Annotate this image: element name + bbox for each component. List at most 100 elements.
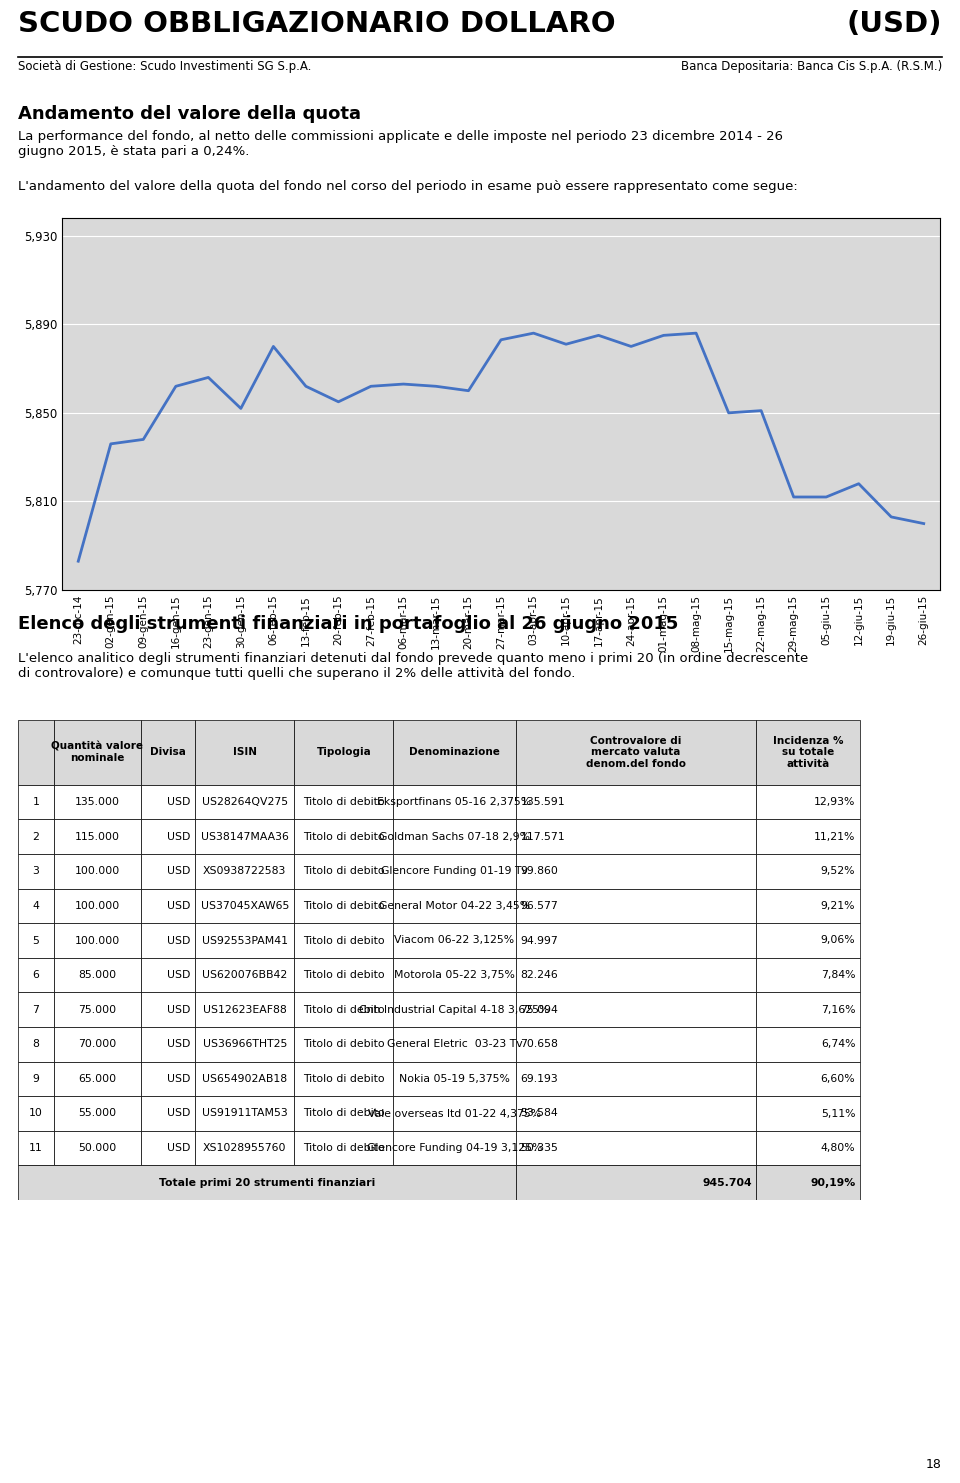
Text: USD: USD	[167, 832, 191, 842]
Bar	[295, 958, 394, 992]
Bar	[195, 1062, 295, 1096]
Text: 69.193: 69.193	[520, 1074, 558, 1084]
Bar	[195, 721, 295, 785]
Bar	[394, 1096, 516, 1132]
Text: 4: 4	[33, 900, 39, 911]
Text: USD: USD	[167, 1040, 191, 1050]
Text: 5,11%: 5,11%	[821, 1108, 855, 1118]
Bar	[295, 820, 394, 854]
Bar	[195, 958, 295, 992]
Bar	[18, 854, 54, 888]
Text: 12,93%: 12,93%	[814, 796, 855, 807]
Bar	[54, 1028, 140, 1062]
Bar	[140, 958, 195, 992]
Text: 6,60%: 6,60%	[821, 1074, 855, 1084]
Text: USD: USD	[167, 970, 191, 980]
Bar	[516, 820, 756, 854]
Bar	[140, 1062, 195, 1096]
Bar	[18, 1028, 54, 1062]
Text: US28264QV275: US28264QV275	[202, 796, 288, 807]
Text: 4,80%: 4,80%	[821, 1143, 855, 1154]
Text: 3: 3	[33, 866, 39, 876]
Text: Titolo di debito: Titolo di debito	[303, 1040, 385, 1050]
Text: 70.000: 70.000	[78, 1040, 116, 1050]
Text: General Motor 04-22 3,45%: General Motor 04-22 3,45%	[379, 900, 530, 911]
Bar	[18, 924, 54, 958]
Bar	[140, 785, 195, 820]
Bar	[140, 992, 195, 1028]
Bar	[140, 854, 195, 888]
Text: 9,52%: 9,52%	[821, 866, 855, 876]
Bar	[54, 888, 140, 924]
Bar	[756, 1166, 860, 1200]
Bar	[295, 785, 394, 820]
Text: XS1028955760: XS1028955760	[203, 1143, 286, 1154]
Text: Quantità valore
nominale: Quantità valore nominale	[51, 742, 143, 764]
Text: 117.571: 117.571	[520, 832, 565, 842]
Bar	[756, 888, 860, 924]
Bar	[516, 1166, 756, 1200]
Text: 6,74%: 6,74%	[821, 1040, 855, 1050]
Bar	[140, 820, 195, 854]
Text: US654902AB18: US654902AB18	[203, 1074, 287, 1084]
Text: Totale primi 20 strumenti finanziari: Totale primi 20 strumenti finanziari	[158, 1178, 375, 1188]
Text: 9,06%: 9,06%	[821, 936, 855, 946]
Text: USD: USD	[167, 936, 191, 946]
Text: 99.860: 99.860	[520, 866, 559, 876]
Text: 7: 7	[33, 1004, 39, 1014]
Bar	[394, 785, 516, 820]
Bar	[295, 924, 394, 958]
Bar	[18, 721, 54, 785]
Bar	[394, 924, 516, 958]
Bar	[295, 854, 394, 888]
Text: Motorola 05-22 3,75%: Motorola 05-22 3,75%	[395, 970, 515, 980]
Bar	[18, 888, 54, 924]
Bar	[18, 1132, 54, 1166]
Text: Titolo di debito: Titolo di debito	[303, 1074, 385, 1084]
Text: General Eletric  03-23 Tv: General Eletric 03-23 Tv	[387, 1040, 522, 1050]
Bar	[516, 785, 756, 820]
Bar	[295, 1096, 394, 1132]
Text: Elenco degli strumenti finanziari in portafoglio al 26 giugno 2015: Elenco degli strumenti finanziari in por…	[18, 615, 679, 633]
Text: 115.000: 115.000	[75, 832, 120, 842]
Text: 50.000: 50.000	[78, 1143, 116, 1154]
Bar	[18, 992, 54, 1028]
Bar	[18, 958, 54, 992]
Bar	[195, 1132, 295, 1166]
Text: US36966THT25: US36966THT25	[203, 1040, 287, 1050]
Text: Goldman Sachs 07-18 2,9%: Goldman Sachs 07-18 2,9%	[379, 832, 530, 842]
Text: ISIN: ISIN	[232, 747, 256, 758]
Text: Viacom 06-22 3,125%: Viacom 06-22 3,125%	[395, 936, 515, 946]
Text: 85.000: 85.000	[78, 970, 116, 980]
Text: 53.584: 53.584	[520, 1108, 558, 1118]
Bar	[140, 924, 195, 958]
Text: US38147MAA36: US38147MAA36	[201, 832, 289, 842]
Bar	[195, 854, 295, 888]
Bar	[295, 721, 394, 785]
Bar	[54, 854, 140, 888]
Text: 100.000: 100.000	[75, 900, 120, 911]
Text: 100.000: 100.000	[75, 936, 120, 946]
Text: 5: 5	[33, 936, 39, 946]
Bar	[54, 992, 140, 1028]
Text: 9,21%: 9,21%	[821, 900, 855, 911]
Text: 90,19%: 90,19%	[810, 1178, 855, 1188]
Text: Titolo di debito: Titolo di debito	[303, 1004, 385, 1014]
Bar	[756, 721, 860, 785]
Bar	[394, 992, 516, 1028]
Bar	[140, 1132, 195, 1166]
Text: 135.000: 135.000	[75, 796, 120, 807]
Bar	[394, 1062, 516, 1096]
Text: Titolo di debito: Titolo di debito	[303, 866, 385, 876]
Text: XS0938722583: XS0938722583	[204, 866, 286, 876]
Text: Titolo di debito: Titolo di debito	[303, 900, 385, 911]
Text: Vale overseas ltd 01-22 4,375%: Vale overseas ltd 01-22 4,375%	[368, 1108, 541, 1118]
Text: 945.704: 945.704	[702, 1178, 752, 1188]
Bar	[394, 1132, 516, 1166]
Bar	[756, 1062, 860, 1096]
Text: 75.094: 75.094	[520, 1004, 559, 1014]
Bar	[54, 1062, 140, 1096]
Bar	[140, 888, 195, 924]
Text: 94.997: 94.997	[520, 936, 558, 946]
Text: Glencore Funding 01-19 Tv: Glencore Funding 01-19 Tv	[381, 866, 528, 876]
